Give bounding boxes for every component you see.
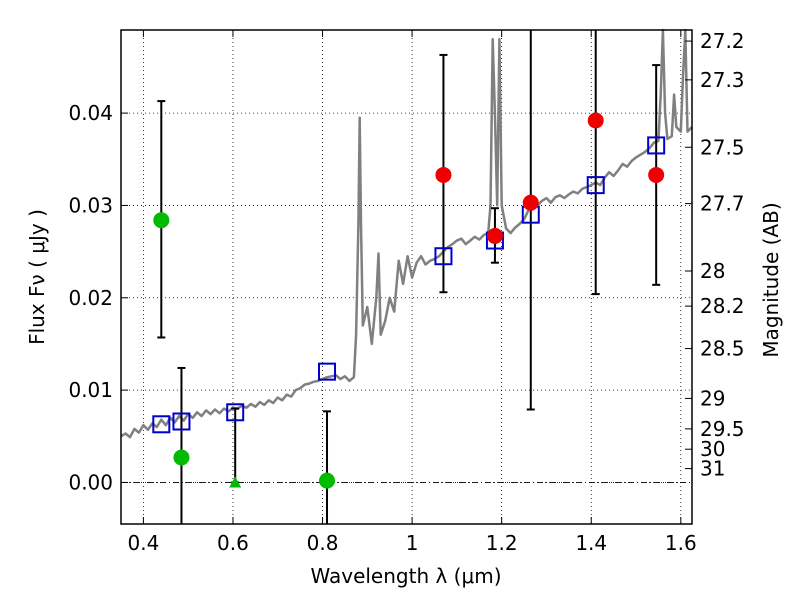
magnitude-tick-label: 27.5 <box>700 135 745 159</box>
plot-frame <box>120 29 693 525</box>
red-data-point <box>522 194 539 211</box>
model-photometry-square <box>152 415 171 434</box>
x-tick-label: 1 <box>406 531 419 555</box>
green-data-point <box>173 449 190 466</box>
model-photometry-square <box>226 403 245 422</box>
magnitude-tick-label: 27.3 <box>700 68 745 92</box>
model-photometry-square <box>434 247 453 266</box>
data-markers <box>152 112 666 489</box>
x-tick-label: 0.4 <box>127 531 159 555</box>
x-axis-title: Wavelength λ (μm) <box>310 564 501 588</box>
magnitude-tick-label: 31 <box>700 457 725 481</box>
model-photometry-square <box>318 362 337 381</box>
model-spectrum-group <box>120 28 693 439</box>
green-data-point <box>153 212 170 229</box>
x-axis-ticks: 0.4 0.6 0.8 1 1.2 1.4 1.6 <box>127 30 697 555</box>
y-axis-title: Flux Fν ( μJy ) <box>25 209 49 345</box>
x-tick-label: 0.8 <box>307 531 339 555</box>
x-tick-label: 1.4 <box>575 531 607 555</box>
red-data-point <box>486 227 503 244</box>
x-tick-label: 1.2 <box>486 531 518 555</box>
red-data-point <box>435 166 452 183</box>
y-axis-ticks: 0.00 0.01 0.02 0.03 0.04 <box>68 101 128 494</box>
magnitude-tick-label: 27.7 <box>700 192 745 216</box>
magnitude-axis-title: Magnitude (AB) <box>759 202 783 357</box>
y-tick-label: 0.02 <box>68 286 113 310</box>
x-tick-label: 0.6 <box>217 531 249 555</box>
y-tick-label: 0.03 <box>68 193 113 217</box>
grid-lines <box>121 30 692 524</box>
model-spectrum-line <box>120 28 693 439</box>
green-data-point <box>319 472 336 489</box>
error-bars <box>157 30 661 524</box>
magnitude-tick-label: 29.5 <box>700 417 745 441</box>
model-photometry-square <box>586 176 605 195</box>
magnitude-tick-label: 28.5 <box>700 337 745 361</box>
red-data-point <box>648 166 665 183</box>
red-data-point <box>587 112 604 129</box>
x-tick-label: 1.6 <box>665 531 697 555</box>
magnitude-tick-label: 27.2 <box>700 29 745 53</box>
y-tick-label: 0.00 <box>68 470 113 494</box>
magnitude-tick-label: 29 <box>700 386 725 410</box>
model-photometry-square <box>172 412 191 431</box>
model-photometry-square <box>647 136 666 155</box>
y-tick-label: 0.01 <box>68 378 113 402</box>
magnitude-tick-label: 28.2 <box>700 294 745 318</box>
magnitude-tick-label: 30 <box>700 437 725 461</box>
magnitude-tick-label: 28 <box>700 259 725 283</box>
y-tick-label: 0.04 <box>68 101 113 125</box>
green-triangle-point <box>229 476 242 488</box>
